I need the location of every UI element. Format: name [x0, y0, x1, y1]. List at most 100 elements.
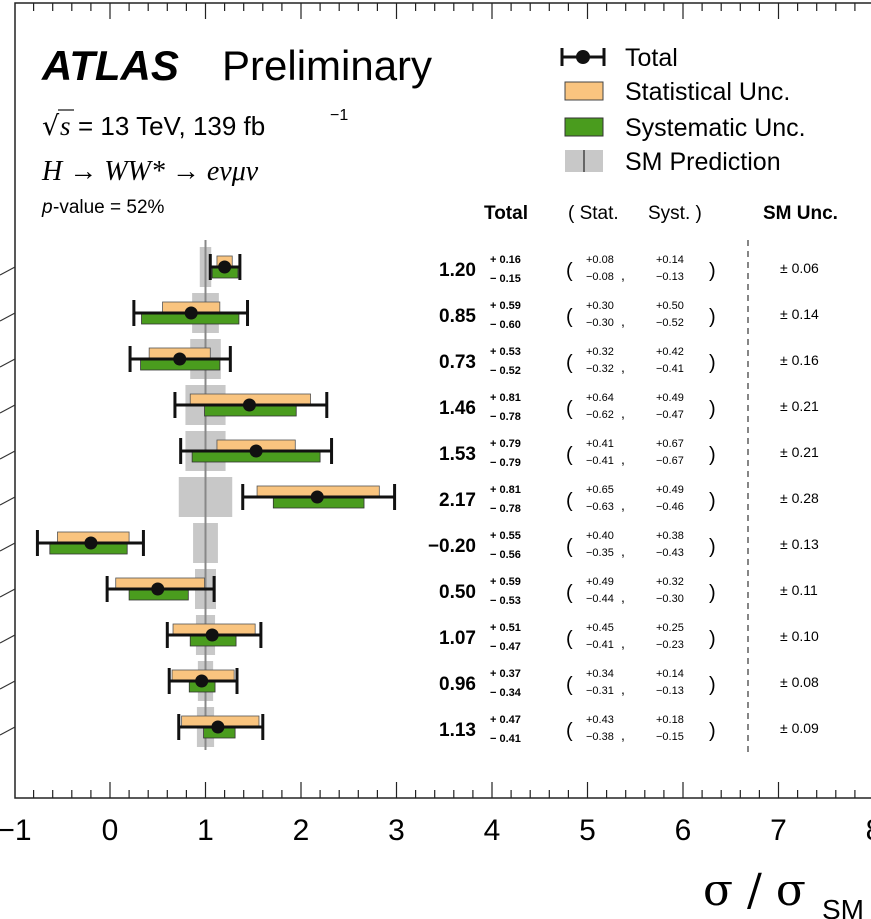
x-tick-label-1: 1: [197, 814, 214, 847]
row-total-up-7: + 0.59: [490, 576, 521, 588]
row-label-stub-10: [0, 726, 16, 736]
row-sm-unc-6: ± 0.13: [780, 536, 819, 552]
point-5: [310, 490, 324, 504]
row-syst-dn-10: −0.15: [656, 731, 684, 743]
row-syst-up-5: +0.49: [656, 484, 684, 496]
row-stat-up-6: +0.40: [586, 530, 614, 542]
row-syst-dn-9: −0.13: [656, 685, 684, 697]
row-syst-up-2: +0.42: [656, 346, 684, 358]
pvalue-label: -value = 52%: [53, 197, 165, 218]
row-value-0: 1.20: [439, 260, 476, 281]
row-total-dn-7: − 0.53: [490, 595, 521, 607]
point-1: [184, 306, 198, 320]
legend-syst-label: Systematic Unc.: [625, 114, 806, 142]
row-comma-3: ,: [621, 405, 625, 421]
point-2: [173, 352, 187, 366]
row-syst-dn-2: −0.41: [656, 363, 684, 375]
point-6: [84, 536, 98, 550]
row-comma-8: ,: [621, 635, 625, 651]
row-sm-unc-4: ± 0.21: [780, 444, 819, 460]
plot-frame: [14, 2, 871, 799]
legend-sm-label: SM Prediction: [625, 148, 781, 176]
row-total-up-6: + 0.55: [490, 530, 521, 542]
row-total-up-5: + 0.81: [490, 484, 521, 496]
row-value-10: 1.13: [439, 720, 476, 741]
row-label-stub-0: [0, 266, 16, 276]
x-tick-label-8: 8: [866, 814, 871, 847]
legend-total-marker: [576, 50, 590, 64]
row-stat-dn-9: −0.31: [586, 685, 614, 697]
row-paren-open-6: (: [566, 536, 573, 558]
row-stat-up-0: +0.08: [586, 254, 614, 266]
x-tick-label-7: 7: [770, 814, 787, 847]
row-sm-unc-8: ± 0.10: [780, 628, 819, 644]
row-value-8: 1.07: [439, 628, 476, 649]
row-value-4: 1.53: [439, 444, 476, 465]
point-10: [211, 720, 225, 734]
row-comma-0: ,: [621, 267, 625, 283]
row-stat-up-2: +0.32: [586, 346, 614, 358]
row-stat-dn-8: −0.41: [586, 639, 614, 651]
row-label-stub-4: [0, 450, 16, 460]
row-total-dn-4: − 0.79: [490, 457, 521, 469]
row-syst-dn-4: −0.67: [656, 455, 684, 467]
row-comma-5: ,: [621, 497, 625, 513]
row-stat-up-10: +0.43: [586, 714, 614, 726]
row-label-stub-1: [0, 312, 16, 322]
row-label-stub-3: [0, 404, 16, 414]
row-syst-up-6: +0.38: [656, 530, 684, 542]
legend-stat-label: Statistical Unc.: [625, 78, 790, 106]
row-paren-close-2: ): [709, 352, 716, 374]
row-paren-close-5: ): [709, 490, 716, 512]
row-total-dn-10: − 0.41: [490, 733, 521, 745]
legend-total-label: Total: [625, 44, 678, 72]
point-0: [218, 260, 232, 274]
row-paren-open-8: (: [566, 628, 573, 650]
x-tick-label-3: 3: [388, 814, 405, 847]
point-9: [195, 674, 209, 688]
row-value-3: 1.46: [439, 398, 476, 419]
uncertainty-bars-layer: [0, 254, 397, 740]
row-comma-6: ,: [621, 543, 625, 559]
row-paren-open-2: (: [566, 352, 573, 374]
row-label-stub-8: [0, 634, 16, 644]
row-comma-2: ,: [621, 359, 625, 375]
x-tick-label--1: −1: [0, 814, 32, 847]
x-tick-label-2: 2: [293, 814, 310, 847]
row-syst-up-10: +0.18: [656, 714, 684, 726]
row-stat-dn-4: −0.41: [586, 455, 614, 467]
legend-stat-swatch: [564, 81, 604, 101]
row-paren-close-8: ): [709, 628, 716, 650]
row-value-5: 2.17: [439, 490, 476, 511]
row-stat-dn-10: −0.38: [586, 731, 614, 743]
row-comma-1: ,: [621, 313, 625, 329]
row-total-dn-2: − 0.52: [490, 365, 521, 377]
row-total-dn-6: − 0.56: [490, 549, 521, 561]
row-label-stub-7: [0, 588, 16, 598]
row-total-dn-1: − 0.60: [490, 319, 521, 331]
row-syst-up-9: +0.14: [656, 668, 684, 680]
row-stat-dn-7: −0.44: [586, 593, 614, 605]
row-values-layer: 1.20 + 0.16 − 0.15 (+0.08 −0.08 , +0.14 −0.13) ±…: [428, 254, 819, 745]
row-stat-dn-0: −0.08: [586, 271, 614, 283]
x-axis: −1 0 1 2 3 4 5 6 7 8: [0, 3, 871, 847]
energy-sqrt-symbol: √: [42, 111, 60, 142]
energy-s-symbol: s: [60, 111, 71, 141]
process-label: H → WW* → eνμν: [41, 156, 259, 187]
row-comma-7: ,: [621, 589, 625, 605]
row-paren-open-9: (: [566, 674, 573, 696]
row-paren-close-9: ): [709, 674, 716, 696]
energy-label: = 13 TeV, 139 fb: [78, 111, 265, 141]
pvalue-p-symbol: p: [41, 197, 53, 218]
row-sm-unc-5: ± 0.28: [780, 490, 819, 506]
column-header-total: Total: [484, 203, 528, 224]
x-tick-label-6: 6: [675, 814, 692, 847]
row-stat-up-7: +0.49: [586, 576, 614, 588]
row-sm-unc-7: ± 0.11: [780, 582, 818, 598]
row-total-up-8: + 0.51: [490, 622, 521, 634]
row-stat-up-4: +0.41: [586, 438, 614, 450]
row-syst-dn-5: −0.46: [656, 501, 684, 513]
row-sm-unc-1: ± 0.14: [780, 306, 819, 322]
row-total-dn-5: − 0.78: [490, 503, 521, 515]
